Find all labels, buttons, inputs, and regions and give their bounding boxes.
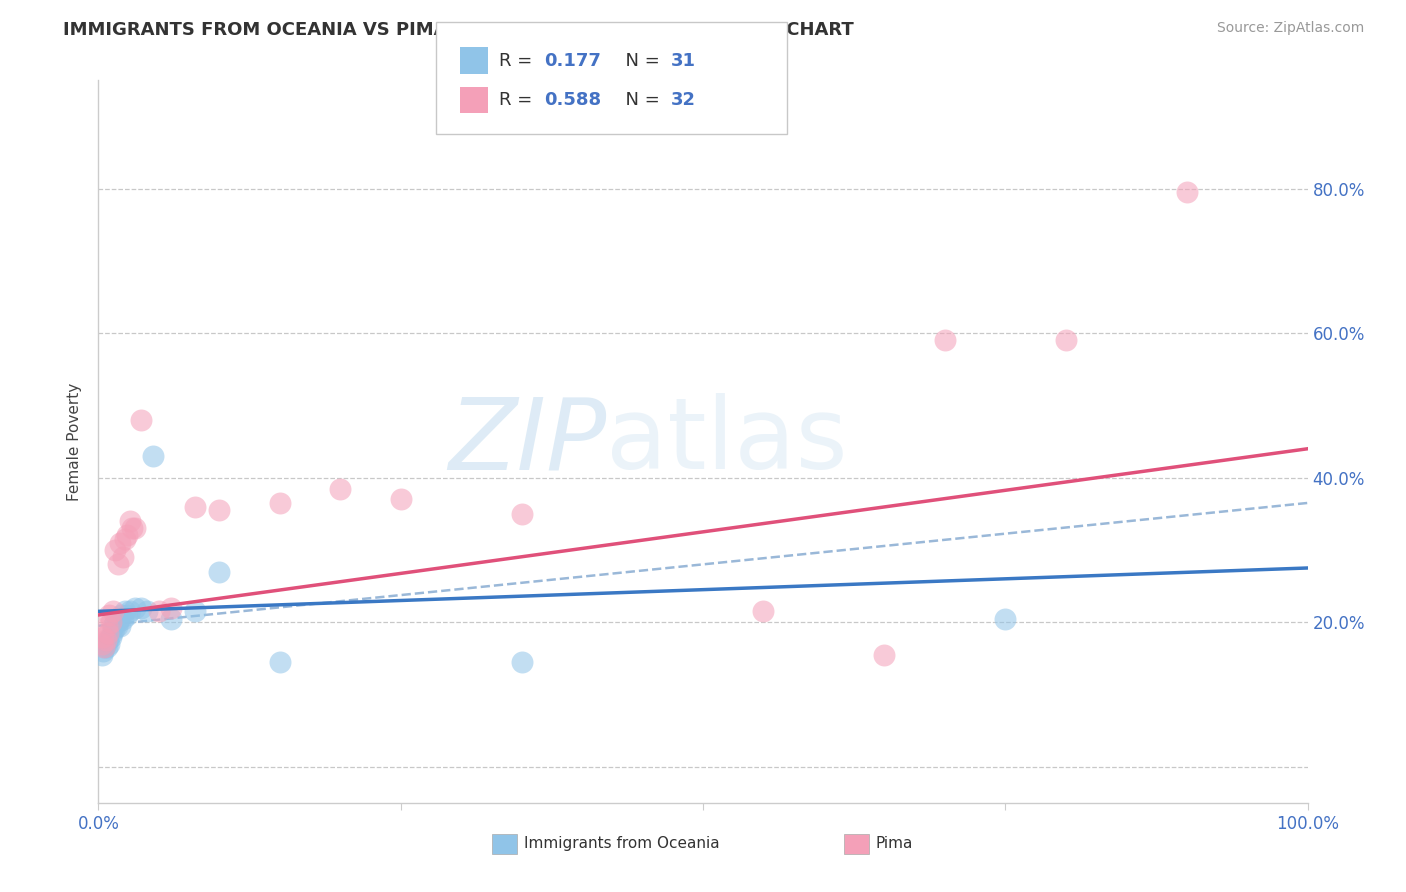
Point <box>1175 186 1198 200</box>
Point <box>111 611 134 625</box>
Text: 31: 31 <box>671 52 696 70</box>
Point <box>994 611 1017 625</box>
Point <box>184 604 207 618</box>
Text: N =: N = <box>614 91 666 109</box>
Point <box>98 637 121 651</box>
Text: 0.177: 0.177 <box>544 52 600 70</box>
Point <box>97 633 120 648</box>
Point <box>91 637 114 651</box>
Point <box>142 449 165 463</box>
Point <box>117 528 139 542</box>
Text: Pima: Pima <box>876 837 914 851</box>
Point <box>100 615 122 630</box>
Point <box>108 619 131 633</box>
Point <box>94 637 117 651</box>
Text: R =: R = <box>499 91 538 109</box>
Point <box>752 604 775 618</box>
Point <box>124 600 146 615</box>
Point <box>114 604 136 618</box>
Point <box>208 503 231 517</box>
Point <box>93 640 115 655</box>
Point <box>107 558 129 572</box>
Point <box>98 607 121 622</box>
Point <box>934 334 956 348</box>
Text: 0.588: 0.588 <box>544 91 602 109</box>
Point <box>160 600 183 615</box>
Point <box>91 644 114 658</box>
Point <box>269 655 291 669</box>
Text: IMMIGRANTS FROM OCEANIA VS PIMA FEMALE POVERTY CORRELATION CHART: IMMIGRANTS FROM OCEANIA VS PIMA FEMALE P… <box>63 21 853 39</box>
Point <box>105 619 128 633</box>
Text: ZIP: ZIP <box>449 393 606 490</box>
Text: 32: 32 <box>671 91 696 109</box>
Point <box>129 600 152 615</box>
Y-axis label: Female Poverty: Female Poverty <box>67 383 83 500</box>
Point <box>94 633 117 648</box>
Point <box>124 521 146 535</box>
Point <box>111 550 134 565</box>
Point <box>184 500 207 514</box>
Point <box>93 640 115 655</box>
Text: R =: R = <box>499 52 538 70</box>
Point <box>148 604 170 618</box>
Text: Immigrants from Oceania: Immigrants from Oceania <box>524 837 720 851</box>
Point <box>129 413 152 427</box>
Text: atlas: atlas <box>606 393 848 490</box>
Point <box>101 604 124 618</box>
Point <box>1054 334 1077 348</box>
Point <box>108 535 131 549</box>
Point <box>117 607 139 622</box>
Point <box>510 507 533 521</box>
Point <box>269 496 291 510</box>
Point <box>96 619 118 633</box>
Point <box>118 514 141 528</box>
Point <box>121 521 143 535</box>
Point <box>101 619 124 633</box>
Point <box>103 623 125 637</box>
Point <box>104 542 127 557</box>
Point <box>96 640 118 655</box>
Point <box>110 607 132 622</box>
Point <box>208 565 231 579</box>
Text: N =: N = <box>614 52 666 70</box>
Point <box>160 611 183 625</box>
Point <box>135 604 157 618</box>
Point <box>97 626 120 640</box>
Point <box>91 630 114 644</box>
Point <box>389 492 412 507</box>
Point <box>118 604 141 618</box>
Point <box>510 655 533 669</box>
Text: Source: ZipAtlas.com: Source: ZipAtlas.com <box>1216 21 1364 36</box>
Point <box>873 648 896 662</box>
Point <box>114 532 136 546</box>
Point <box>104 615 127 630</box>
Point <box>107 615 129 630</box>
Point <box>108 611 131 625</box>
Point <box>100 626 122 640</box>
Point <box>91 648 114 662</box>
Point <box>100 630 122 644</box>
Point <box>329 482 352 496</box>
